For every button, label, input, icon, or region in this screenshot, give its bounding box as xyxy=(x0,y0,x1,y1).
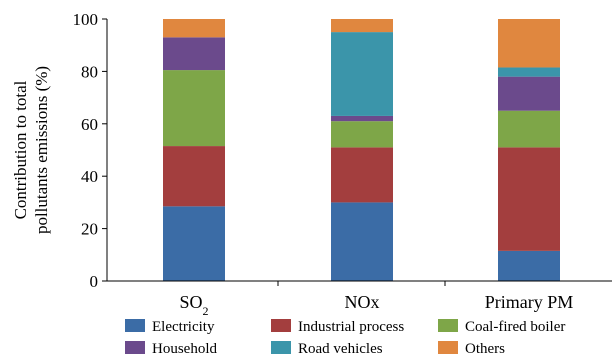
bar-segment xyxy=(331,19,393,33)
y-tick-label: 0 xyxy=(90,272,99,291)
y-tick-label: 40 xyxy=(81,167,98,186)
bars xyxy=(163,19,560,281)
bar-segment xyxy=(331,147,393,203)
bar-segment xyxy=(498,76,560,111)
bar-segment xyxy=(331,115,393,122)
x-tick-label: Primary PM xyxy=(485,292,574,312)
bar-segment xyxy=(498,110,560,148)
legend-label: Household xyxy=(152,341,217,357)
legend: Electricity Industrial process Coal-fired … xyxy=(125,319,565,357)
legend-label: Electricity xyxy=(152,319,215,335)
legend-swatch xyxy=(271,319,291,332)
bar-segment xyxy=(163,70,225,147)
legend-label: Others xyxy=(465,341,505,357)
x-tick-label: NOx xyxy=(345,292,380,312)
x-tick-label: SO2 xyxy=(179,292,208,318)
legend-swatch xyxy=(125,319,145,332)
x-axis-ticks: SO2 NOx Primary PM xyxy=(179,281,573,318)
y-tick-label: 20 xyxy=(81,220,98,239)
legend-swatch xyxy=(438,319,458,332)
bar-segment xyxy=(498,19,560,68)
legend-label: Industrial process xyxy=(298,319,404,335)
legend-swatch xyxy=(125,341,145,354)
bar-segment xyxy=(163,37,225,71)
y-tick-label: 80 xyxy=(81,62,98,81)
y-axis-ticks: 0 20 40 60 80 100 xyxy=(73,10,107,291)
y-tick-label: 100 xyxy=(73,10,99,29)
bar-segment xyxy=(331,202,393,281)
y-axis-label-line: Contribution to total xyxy=(11,80,30,219)
y-axis-label-line: pollutants emissions (%) xyxy=(32,66,51,234)
bar-segment xyxy=(498,67,560,77)
bar-segment xyxy=(331,121,393,148)
legend-label: Coal-fired boiler xyxy=(465,319,565,335)
bar-segment xyxy=(163,19,225,38)
y-tick-label: 60 xyxy=(81,115,98,134)
legend-swatch xyxy=(271,341,291,354)
legend-label: Road vehicles xyxy=(298,341,383,357)
y-axis-label: Contribution to total pollutants emission… xyxy=(11,66,51,234)
bar-segment xyxy=(163,206,225,281)
legend-swatch xyxy=(438,341,458,354)
bar-segment xyxy=(163,146,225,207)
bar-segment xyxy=(498,147,560,251)
bar-segment xyxy=(331,32,393,116)
bar-segment xyxy=(498,250,560,281)
